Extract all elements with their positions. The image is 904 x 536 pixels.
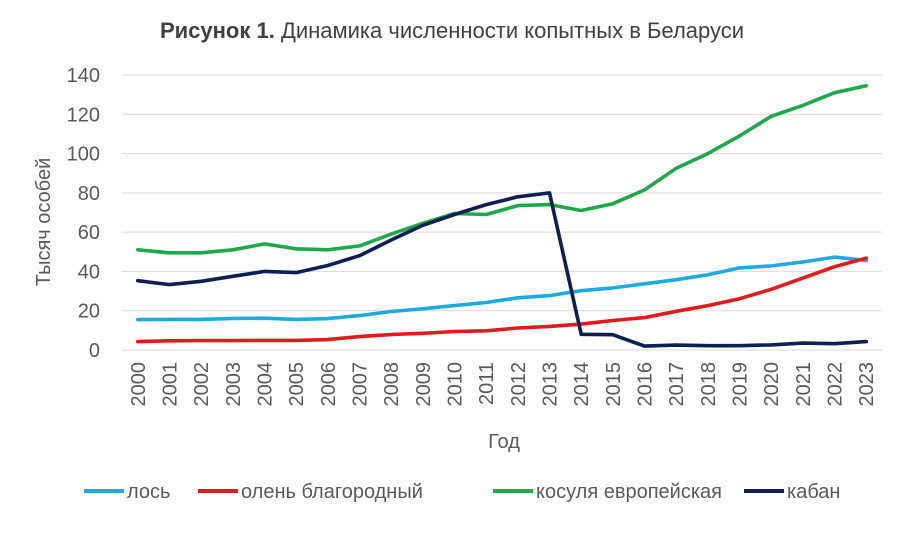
x-tick-label: 2011: [476, 362, 498, 405]
y-tick-label: 60: [78, 222, 100, 244]
x-tick-label: 2006: [318, 362, 340, 407]
x-tick-label: 2016: [635, 362, 657, 407]
y-axis-label: Тысяч особей: [33, 158, 55, 287]
legend-label: кабан: [787, 481, 840, 503]
x-tick-label: 2002: [191, 362, 213, 407]
legend-label: косуля европейская: [536, 481, 722, 503]
x-tick-label: 2019: [730, 362, 752, 407]
x-tick-label: 2004: [255, 362, 277, 407]
y-tick-label: 140: [67, 65, 100, 87]
x-tick-label: 2009: [413, 362, 435, 407]
y-tick-label: 80: [78, 183, 100, 205]
x-tick-label: 2017: [666, 362, 688, 407]
series-line-2: [136, 256, 869, 344]
x-axis-label: Год: [488, 431, 520, 453]
legend-label: олень благородный: [241, 481, 423, 503]
chart-title: Рисунок 1. Динамика численности копытных…: [0, 18, 904, 44]
x-tick-label: 2018: [698, 362, 720, 407]
legend-label: лось: [127, 481, 170, 503]
y-axis-ticks: 0 20 40 60 80 100 120 140: [67, 65, 100, 362]
series-lines: [136, 84, 869, 348]
x-tick-label: 2022: [825, 362, 847, 407]
x-tick-label: 2023: [856, 362, 878, 407]
legend: лось олень благородный косуля европейская к…: [84, 481, 840, 503]
x-tick-label: 2001: [160, 362, 182, 407]
y-tick-label: 40: [78, 261, 100, 283]
y-tick-label: 20: [78, 301, 100, 323]
x-tick-label: 2005: [286, 362, 308, 407]
series-line-4: [136, 191, 869, 348]
x-tick-label: 2008: [381, 362, 403, 407]
x-tick-label: 2014: [571, 362, 593, 407]
x-tick-label: 2010: [445, 362, 467, 407]
x-tick-label: 2020: [761, 362, 783, 407]
chart-title-bold: Рисунок 1.: [159, 18, 275, 43]
x-tick-label: 2021: [793, 362, 815, 407]
y-tick-label: 120: [67, 104, 100, 126]
y-tick-label: 0: [89, 340, 100, 362]
x-tick-label: 2007: [350, 362, 372, 407]
x-axis-ticks: 2000 2001 2002 2003 2004 2005 2006 2007 2008 2009…: [128, 362, 878, 407]
gridlines: [122, 74, 882, 351]
x-tick-label: 2015: [603, 362, 625, 407]
x-tick-label: 2003: [223, 362, 245, 407]
x-tick-label: 2012: [508, 362, 530, 407]
y-tick-label: 100: [67, 144, 100, 166]
x-tick-label: 2000: [128, 362, 150, 407]
chart-title-text: Динамика численности копытных в Беларуси: [280, 18, 745, 43]
x-tick-label: 2013: [540, 362, 562, 407]
series-line-1: [136, 255, 869, 322]
series-line-3: [136, 84, 869, 255]
